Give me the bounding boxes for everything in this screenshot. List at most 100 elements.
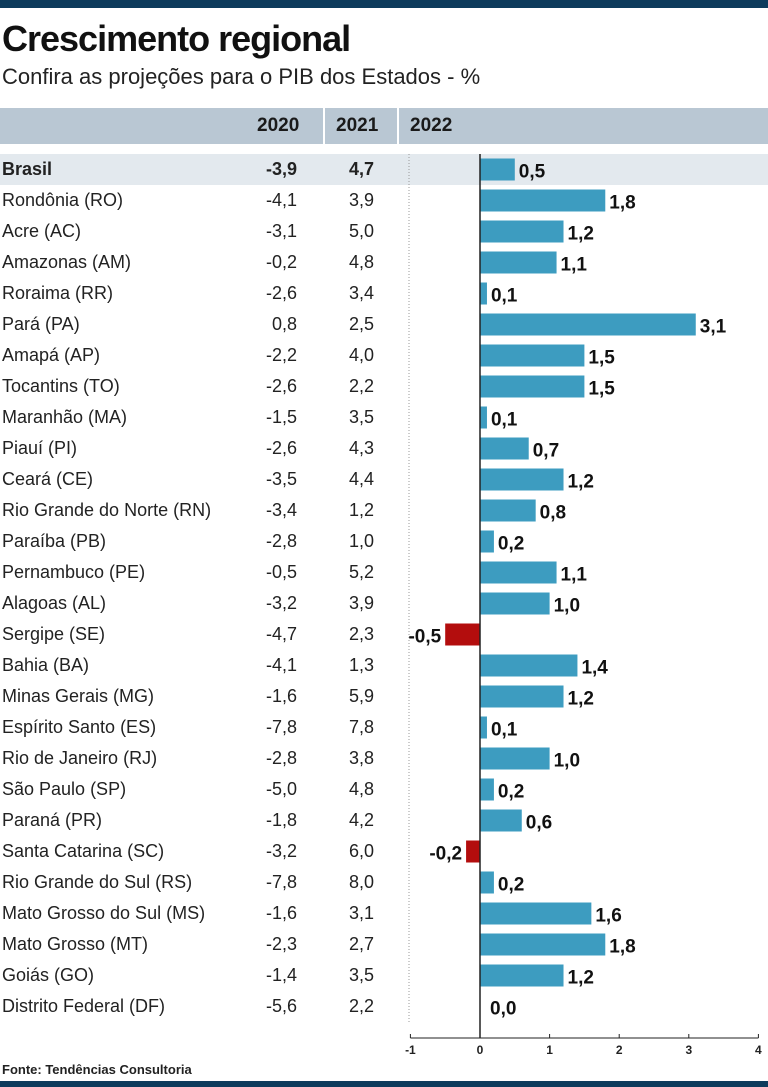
table-row: Piauí (PI) -2,6 4,3 [0, 433, 400, 464]
row-value-2021: 7,8 [348, 717, 374, 737]
table-row: Maranhão (MA) -1,5 3,5 [0, 402, 400, 433]
bottom-bar [0, 1081, 768, 1087]
bar [480, 437, 529, 460]
data-label: 0,8 [540, 503, 566, 524]
row-value-2020: -1,4 [265, 965, 297, 985]
row-value-2021: 2,2 [348, 996, 374, 1016]
table-row: Brasil -3,9 4,7 [0, 154, 400, 185]
row-state-name: Sergipe (SE) [2, 624, 106, 644]
row-value-2021: 2,7 [348, 934, 374, 954]
table-row: Goiás (GO) -1,4 3,5 [0, 960, 400, 991]
table-row: Rio de Janeiro (RJ) -2,8 3,8 [0, 743, 400, 774]
bar [480, 592, 550, 615]
data-label: 0,7 [533, 441, 559, 462]
table-row: Paraná (PR) -1,8 4,2 [0, 805, 400, 836]
x-tick-label: 1 [546, 1043, 553, 1057]
table-row: São Paulo (SP) -5,0 4,8 [0, 774, 400, 805]
table-row: Pernambuco (PE) -0,5 5,2 [0, 557, 400, 588]
chart-title: Crescimento regional [2, 18, 351, 59]
row-value-2020: -3,2 [265, 593, 297, 613]
data-label: 1,4 [581, 658, 608, 679]
data-label: -0,2 [429, 844, 462, 865]
data-label: 0,5 [519, 162, 546, 183]
table-row: Rondônia (RO) -4,1 3,9 [0, 185, 400, 216]
table-row: Sergipe (SE) -4,7 2,3 [0, 619, 400, 650]
row-value-2020: -2,3 [265, 934, 297, 954]
bar [480, 871, 494, 894]
bar [480, 282, 487, 305]
row-value-2021: 1,2 [348, 500, 374, 520]
row-state-name: Amazonas (AM) [2, 252, 132, 272]
bar [480, 654, 578, 677]
data-label: 1,2 [568, 224, 594, 245]
data-label: 1,5 [588, 348, 615, 369]
table-row: Amapá (AP) -2,2 4,0 [0, 340, 400, 371]
bar [480, 158, 515, 181]
data-label: 1,6 [595, 906, 621, 927]
header-separator [397, 108, 399, 144]
row-state-name: Acre (AC) [2, 221, 82, 241]
table-row: Ceará (CE) -3,5 4,4 [0, 464, 400, 495]
row-state-name: Santa Catarina (SC) [2, 841, 165, 861]
bar [480, 530, 494, 553]
table-row: Distrito Federal (DF) -5,6 2,2 [0, 991, 400, 1022]
table-row: Bahia (BA) -4,1 1,3 [0, 650, 400, 681]
row-state-name: Minas Gerais (MG) [2, 686, 155, 706]
bar [445, 623, 480, 646]
row-value-2021: 5,9 [348, 686, 374, 706]
table-row: Mato Grosso (MT) -2,3 2,7 [0, 929, 400, 960]
table-row: Amazonas (AM) -0,2 4,8 [0, 247, 400, 278]
data-label: 3,1 [700, 317, 727, 338]
row-value-2020: -7,8 [265, 717, 297, 737]
table-row: Mato Grosso do Sul (MS) -1,6 3,1 [0, 898, 400, 929]
row-value-2021: 6,0 [348, 841, 374, 861]
row-value-2020: -3,4 [265, 500, 297, 520]
table-row: Tocantins (TO) -2,6 2,2 [0, 371, 400, 402]
data-label: 0,0 [490, 999, 516, 1020]
bar [480, 313, 696, 336]
table-row: Rio Grande do Norte (RN) -3,4 1,2 [0, 495, 400, 526]
table-row: Minas Gerais (MG) -1,6 5,9 [0, 681, 400, 712]
table-header: 2020 2021 2022 [0, 108, 768, 144]
row-state-name: Maranhão (MA) [2, 407, 128, 427]
row-state-name: Roraima (RR) [2, 283, 114, 303]
chart-subtitle: Confira as projeções para o PIB dos Esta… [2, 64, 481, 89]
row-state-name: Rio de Janeiro (RJ) [2, 748, 158, 768]
bar [480, 189, 606, 212]
row-state-name: Alagoas (AL) [2, 593, 107, 613]
row-value-2021: 1,0 [348, 531, 374, 551]
row-value-2021: 3,9 [348, 190, 374, 210]
header-2020: 2020 [257, 115, 300, 136]
row-value-2020: -2,6 [265, 438, 297, 458]
row-state-name: Piauí (PI) [2, 438, 78, 458]
bar [480, 344, 585, 367]
row-value-2020: -2,8 [265, 531, 297, 551]
bar [480, 716, 487, 739]
data-label: -0,5 [408, 627, 441, 648]
bar [480, 747, 550, 770]
data-label: 0,2 [498, 875, 524, 896]
x-tick-label: 2 [616, 1043, 623, 1057]
row-value-2020: -1,6 [265, 903, 297, 923]
bar [480, 933, 606, 956]
header-2021: 2021 [336, 115, 379, 136]
row-value-2021: 2,2 [348, 376, 374, 396]
bar [480, 375, 585, 398]
row-state-name: Pernambuco (PE) [2, 562, 146, 582]
row-value-2021: 3,5 [348, 965, 374, 985]
data-label: 1,0 [554, 751, 580, 772]
x-tick-label: 3 [685, 1043, 692, 1057]
row-state-name: Goiás (GO) [2, 965, 95, 985]
bar [480, 499, 536, 522]
row-value-2021: 4,8 [348, 252, 374, 272]
row-value-2021: 4,4 [348, 469, 374, 489]
row-state-name: Ceará (CE) [2, 469, 94, 489]
row-value-2021: 3,8 [348, 748, 374, 768]
data-label: 0,1 [491, 720, 518, 741]
row-state-name: Brasil [2, 159, 53, 179]
row-value-2020: -4,1 [265, 190, 297, 210]
row-value-2021: 5,2 [348, 562, 374, 582]
row-state-name: Pará (PA) [2, 314, 80, 334]
row-value-2020: -2,6 [265, 376, 297, 396]
